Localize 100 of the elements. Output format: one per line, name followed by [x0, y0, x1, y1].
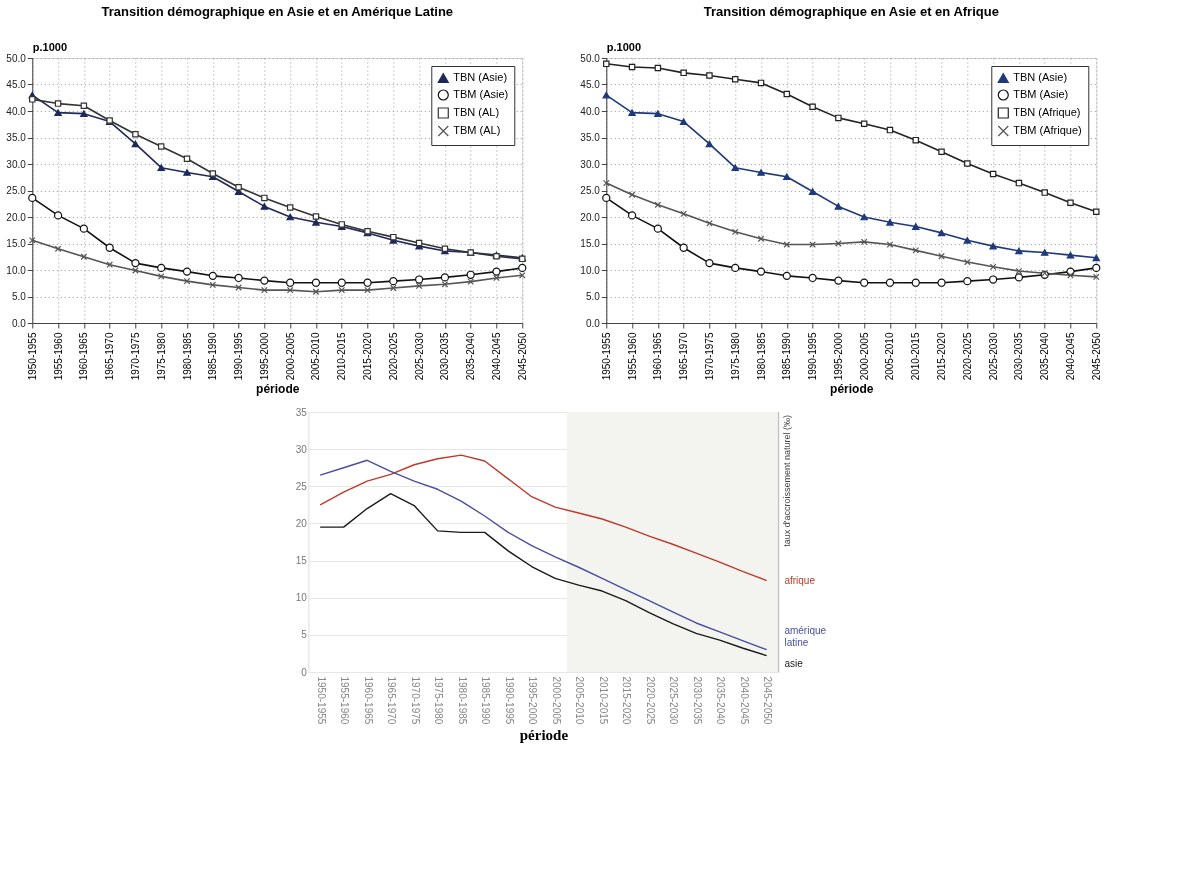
- legend-label: TBN (AL): [453, 106, 500, 118]
- x-tick-label: 2020-2025: [644, 676, 656, 725]
- x-tick-label: 2035-2040: [715, 676, 727, 725]
- legend-label: TBM (AL): [453, 124, 501, 136]
- x-tick-label: 2040-2045: [738, 676, 750, 725]
- x-tick-label: 2000-2005: [858, 332, 870, 381]
- x-tick-label: 1990-1995: [503, 676, 515, 725]
- legend-label: TBM (Asie): [1013, 88, 1069, 100]
- x-tick-label: 2045-2050: [762, 676, 774, 725]
- x-tick-label: 2025-2030: [413, 332, 425, 381]
- x-tick-label: 2015-2020: [621, 676, 633, 725]
- y-tick-label: 10.0: [6, 264, 27, 276]
- x-tick-label: 2025-2030: [668, 676, 680, 725]
- x-tick-label: 2010-2015: [597, 676, 609, 725]
- x-tick-label: 1955-1960: [626, 332, 638, 381]
- y-tick-label: 45.0: [6, 79, 27, 90]
- y-tick-label: 40.0: [6, 105, 27, 117]
- y-tick-label: 20.0: [580, 211, 601, 223]
- x-tick-label: 1955-1960: [339, 676, 351, 725]
- x-axis-title: période: [519, 727, 569, 744]
- x-tick-label: 1995-2000: [832, 332, 844, 381]
- x-tick-label: 1970-1975: [409, 676, 421, 725]
- x-tick-label: 2010-2015: [336, 332, 348, 381]
- x-tick-label: 2005-2010: [884, 332, 896, 381]
- y-tick-label: 25: [295, 480, 308, 492]
- x-tick-label: 1960-1965: [362, 676, 374, 725]
- x-tick-label: 2020-2025: [387, 332, 399, 381]
- x-tick-label: 1965-1970: [678, 332, 690, 381]
- y-tick-label: 25.0: [580, 185, 601, 196]
- x-tick-label: 2030-2035: [691, 676, 703, 725]
- x-tick-label: 1955-1960: [52, 332, 64, 381]
- y-tick-label: 5.0: [11, 291, 27, 302]
- y-tick-label: 0: [301, 666, 308, 678]
- x-tick-label: 1985-1990: [207, 332, 219, 381]
- x-tick-label: 2040-2045: [490, 332, 502, 381]
- x-tick-label: 1980-1985: [456, 676, 468, 725]
- x-tick-label: 2035-2040: [1039, 332, 1051, 381]
- x-tick-label: 1980-1985: [181, 332, 193, 381]
- x-axis-title: période: [256, 382, 300, 397]
- y-tick-label: 0.0: [11, 317, 27, 329]
- x-tick-label: 1950-1955: [600, 332, 612, 381]
- y-tick-label: 0.0: [585, 317, 601, 329]
- x-tick-label: 1950-1955: [26, 332, 38, 381]
- x-tick-label: 2010-2015: [910, 332, 922, 381]
- x-tick-label: 2005-2010: [574, 676, 586, 725]
- x-tick-label: 2030-2035: [439, 332, 451, 381]
- x-tick-label: 2015-2020: [936, 332, 948, 381]
- y-tick-label: 30: [295, 443, 308, 455]
- x-tick-label: 1975-1980: [433, 676, 445, 725]
- chart-title: Transition démographique en Asie et en Amérique Latine: [101, 4, 454, 19]
- y-tick-label: 5.0: [585, 291, 601, 302]
- x-tick-label: 1960-1965: [78, 332, 90, 381]
- x-tick-label: 1970-1975: [703, 332, 715, 381]
- x-tick-label: 1965-1970: [386, 676, 398, 725]
- legend-label: TBN (Asie): [1013, 71, 1068, 83]
- x-tick-label: 1975-1980: [155, 332, 167, 381]
- x-tick-label: 1980-1985: [755, 332, 767, 381]
- x-tick-label: 1960-1965: [652, 332, 664, 381]
- x-tick-label: 2035-2040: [465, 332, 477, 381]
- series-label: asie: [784, 657, 804, 669]
- y-tick-label: 35.0: [580, 132, 601, 143]
- x-tick-label: 1970-1975: [129, 332, 141, 381]
- y-tick-label: 10: [295, 592, 308, 604]
- x-tick-label: 2015-2020: [362, 332, 374, 381]
- legend-label: TBM (Asie): [453, 88, 509, 100]
- x-tick-label: 1990-1995: [807, 332, 819, 381]
- x-tick-label: 1990-1995: [233, 332, 245, 381]
- legend-label: TBM (Afrique): [1013, 124, 1082, 136]
- chart-title: Transition démographique en Asie et en Afrique: [703, 4, 999, 19]
- x-tick-label: 1950-1955: [315, 676, 327, 725]
- x-tick-label: 1975-1980: [729, 332, 741, 381]
- x-axis-title: période: [830, 382, 874, 397]
- x-tick-label: 1985-1990: [480, 676, 492, 725]
- y-tick-label: 45.0: [580, 79, 601, 90]
- x-tick-label: 2000-2005: [550, 676, 562, 725]
- y-tick-label: 20: [295, 517, 308, 529]
- x-tick-label: 2045-2050: [516, 332, 528, 381]
- x-tick-label: 1995-2000: [527, 676, 539, 725]
- x-tick-label: 1995-2000: [258, 332, 270, 381]
- y-tick-label: 50.0: [6, 52, 27, 64]
- y-tick-label: 15.0: [580, 238, 601, 249]
- x-tick-label: 1985-1990: [781, 332, 793, 381]
- y-tick-label: 35.0: [6, 132, 27, 143]
- y-tick-label: 5: [301, 629, 308, 641]
- y-tick-label: 40.0: [580, 105, 601, 117]
- legend-label: TBN (Afrique): [1013, 106, 1081, 118]
- y-tick-label: 30.0: [6, 158, 27, 170]
- y-tick-label: 30.0: [580, 158, 601, 170]
- y-axis-title: taux d'accroissement naturel (‰): [782, 415, 793, 547]
- legend-label: TBN (Asie): [453, 71, 508, 83]
- series-label: amérique latine: [784, 624, 827, 648]
- y-tick-label: 50.0: [580, 52, 601, 64]
- x-tick-label: 2000-2005: [284, 332, 296, 381]
- x-tick-label: 2020-2025: [961, 332, 973, 381]
- y-tick-label: 10.0: [580, 264, 601, 276]
- y-tick-label: 15: [295, 555, 308, 567]
- y-tick-label: 20.0: [6, 211, 27, 223]
- x-tick-label: 2005-2010: [310, 332, 322, 381]
- y-tick-label: 35: [295, 406, 308, 418]
- y-axis-title: p.1000: [606, 40, 642, 53]
